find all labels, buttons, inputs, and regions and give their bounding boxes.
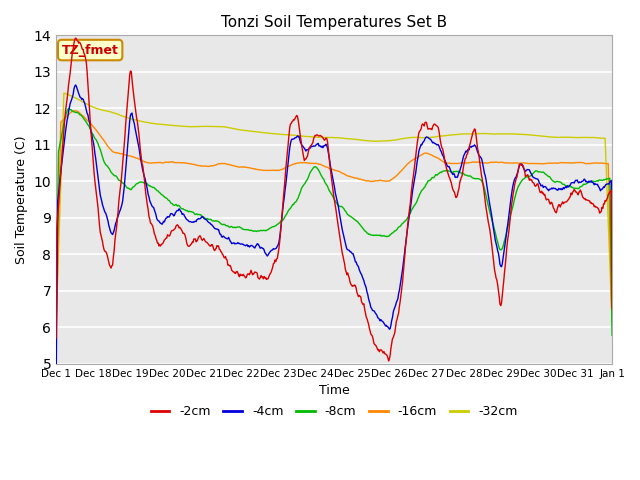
X-axis label: Time: Time [319,384,349,397]
Title: Tonzi Soil Temperatures Set B: Tonzi Soil Temperatures Set B [221,15,447,30]
Y-axis label: Soil Temperature (C): Soil Temperature (C) [15,135,28,264]
Text: TZ_fmet: TZ_fmet [61,44,118,57]
Legend: -2cm, -4cm, -8cm, -16cm, -32cm: -2cm, -4cm, -8cm, -16cm, -32cm [145,400,523,423]
